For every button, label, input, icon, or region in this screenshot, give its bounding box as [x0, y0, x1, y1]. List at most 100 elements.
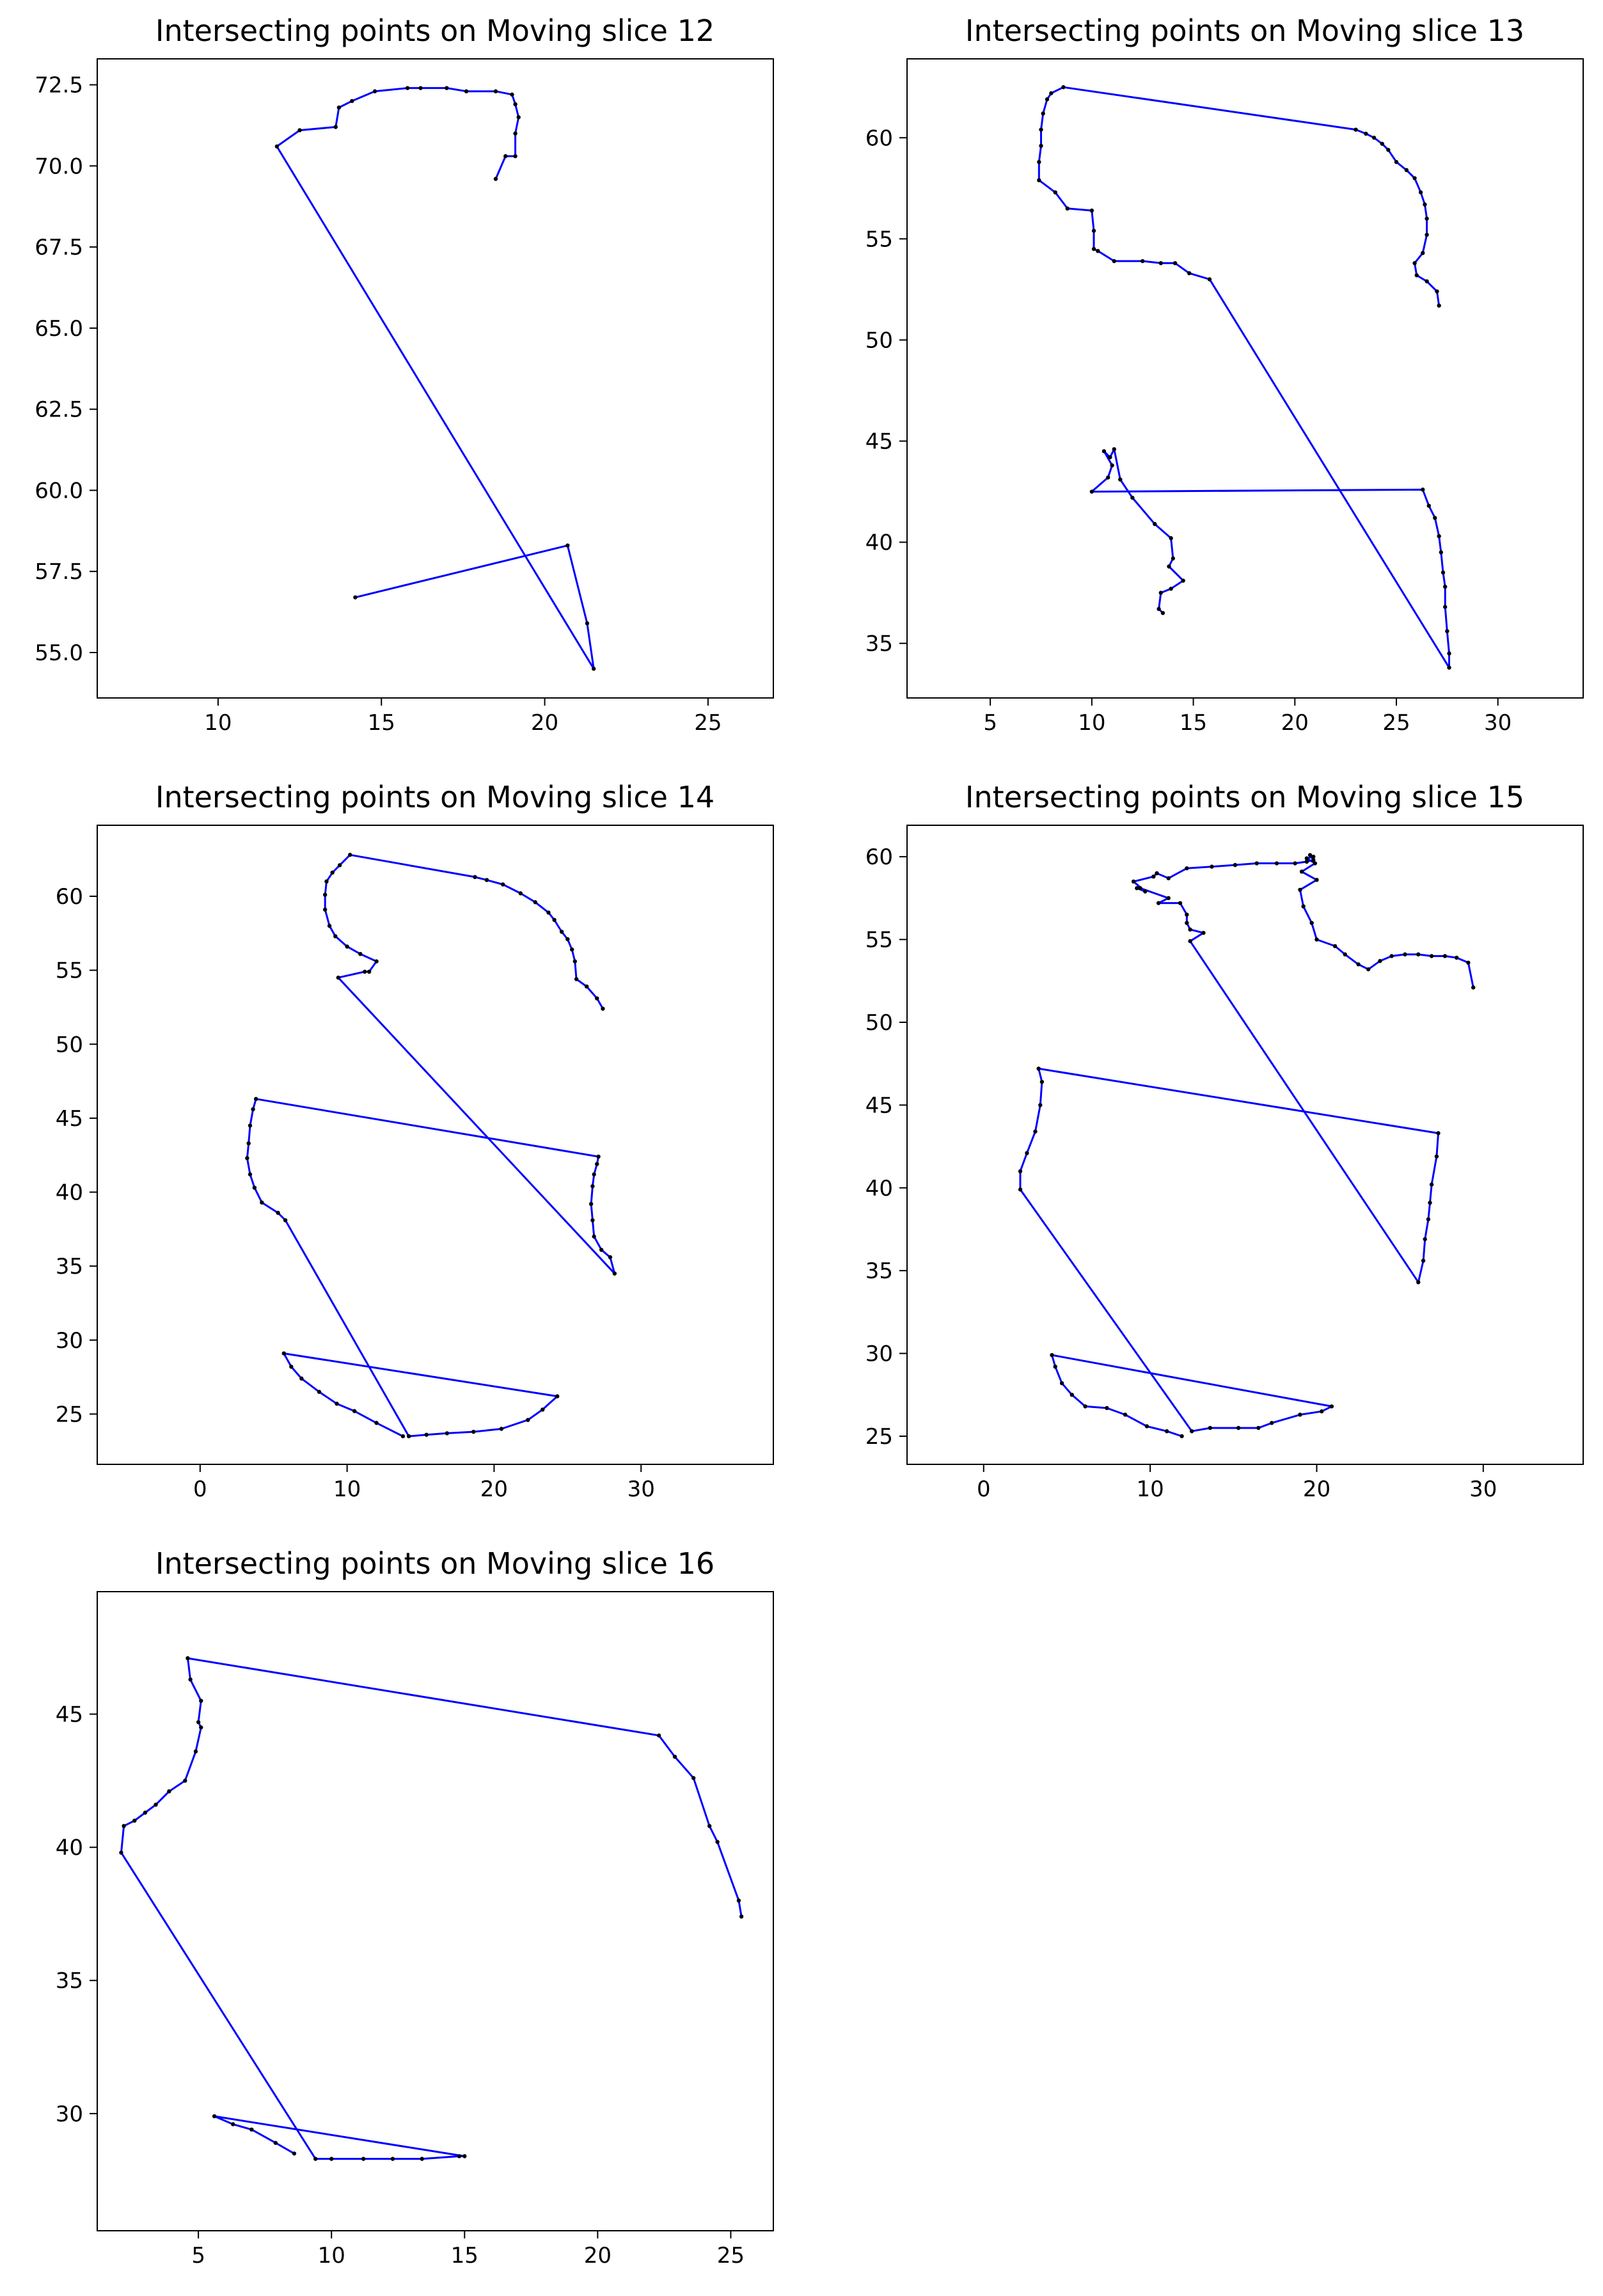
data-point [1188, 927, 1192, 932]
data-point [297, 128, 302, 132]
x-tick-label: 5 [983, 710, 997, 736]
data-point [372, 89, 377, 93]
data-point [1442, 954, 1448, 958]
data-point [1437, 534, 1441, 539]
data-point [1118, 477, 1123, 482]
data-point [1037, 160, 1041, 164]
y-tick-label: 50 [865, 1010, 893, 1036]
data-point [595, 996, 599, 1001]
data-point [1439, 550, 1444, 555]
data-point [569, 947, 574, 952]
data-point [274, 144, 280, 149]
data-point [1435, 289, 1439, 294]
plot-frame [906, 58, 1584, 699]
x-tick-label: 10 [1136, 1477, 1164, 1502]
chart-marks: 10 15 20 25 55.0 57.5 60.0 62.5 65.0 67.5 70.0 72.5 [35, 73, 722, 736]
data-point [691, 1776, 696, 1780]
subplot-slice-16: Intersecting points on Moving slice 16 5… [56, 1546, 774, 2268]
data-point [1307, 853, 1313, 857]
data-point [322, 907, 328, 912]
data-point [1036, 1066, 1041, 1071]
data-point [736, 1898, 741, 1903]
data-point [590, 1184, 595, 1189]
data-point [1041, 111, 1045, 116]
data-point [1269, 1421, 1274, 1425]
data-point [1158, 590, 1163, 595]
data-point [526, 1418, 530, 1422]
data-point [363, 969, 367, 974]
data-point [1320, 1409, 1324, 1414]
subplot-slice-13: Intersecting points on Moving slice 13 5… [865, 13, 1584, 736]
x-tick-label: 15 [1180, 710, 1207, 736]
data-point [592, 1172, 596, 1176]
data-point [1298, 1413, 1302, 1417]
data-point [1304, 856, 1309, 860]
data-point [352, 1409, 357, 1413]
x-tick-label: 20 [584, 2243, 612, 2268]
series-line [1038, 86, 1450, 669]
data-point [167, 1789, 171, 1794]
data-point [1112, 258, 1116, 264]
data-point [1178, 901, 1183, 905]
data-point [420, 2157, 424, 2161]
data-point [672, 1754, 677, 1759]
y-tick-label: 40 [56, 1180, 83, 1206]
data-point [337, 863, 342, 867]
y-tick-label: 70.0 [35, 154, 83, 179]
data-point [516, 115, 521, 120]
data-point [1207, 277, 1212, 281]
data-point [1380, 141, 1384, 146]
data-point [1329, 1404, 1334, 1409]
data-point [1187, 271, 1192, 276]
y-tick-label: 35 [865, 631, 893, 657]
chart-marks: 5 10 15 20 25 30 35 40 45 [56, 1656, 745, 2268]
data-point [353, 595, 358, 599]
data-point [1254, 861, 1259, 866]
data-point [584, 984, 589, 989]
plot-frame [906, 825, 1584, 1465]
data-point [1386, 148, 1391, 152]
data-point [1416, 952, 1421, 957]
plot-frame [97, 825, 774, 1465]
data-point [739, 1914, 744, 1919]
data-point [574, 977, 579, 981]
data-point [707, 1824, 712, 1828]
x-tick-label: 5 [191, 2243, 205, 2268]
data-point [249, 2127, 254, 2132]
data-point [1135, 886, 1139, 891]
data-point [1301, 904, 1306, 909]
data-point [252, 1185, 257, 1190]
x-tick-label: 0 [193, 1477, 207, 1502]
y-tick-label: 72.5 [35, 73, 83, 99]
data-point [1039, 1079, 1045, 1084]
data-point [1426, 503, 1431, 508]
subplot-slice-12: Intersecting points on Moving slice 12 1… [35, 13, 774, 736]
data-point [1185, 866, 1189, 871]
data-point [345, 944, 349, 949]
data-point [358, 951, 363, 956]
y-tick-label: 65.0 [35, 316, 83, 342]
data-point [1293, 861, 1297, 866]
y-tick-label: 45 [865, 1093, 893, 1118]
data-point [281, 1351, 287, 1356]
data-point [592, 1234, 596, 1239]
x-tick-label: 10 [1078, 710, 1105, 736]
y-tick-label: 60 [865, 125, 893, 151]
data-point [1343, 952, 1347, 957]
chart-title: Intersecting points on Moving slice 15 [965, 780, 1524, 814]
data-point [327, 924, 332, 928]
data-point [599, 1247, 604, 1252]
data-point [1371, 136, 1377, 140]
data-point [1445, 629, 1449, 633]
data-point [212, 2114, 217, 2119]
data-point [1315, 878, 1319, 882]
data-point [231, 2122, 235, 2126]
data-point [503, 154, 508, 159]
data-point [1447, 651, 1451, 656]
data-point [1105, 1405, 1109, 1411]
data-point [1418, 190, 1423, 194]
x-tick-label: 25 [694, 710, 722, 736]
data-point [1233, 862, 1238, 867]
data-point [445, 1431, 450, 1436]
data-point [471, 1429, 476, 1434]
